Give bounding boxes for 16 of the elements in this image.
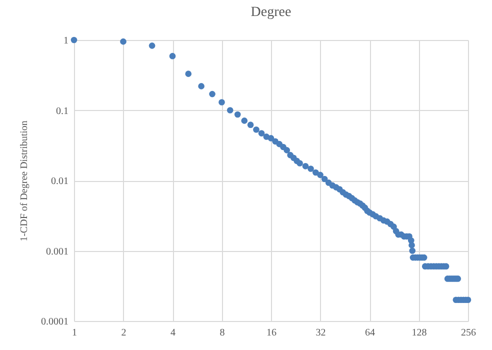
- y-tick-label: 0.001: [46, 246, 68, 258]
- x-tick-label: 128: [412, 328, 427, 338]
- y-tick-label: 1: [64, 36, 68, 46]
- x-tick-label: 32: [316, 328, 326, 338]
- x-tick-label: 4: [170, 328, 176, 338]
- x-tick-label: 16: [266, 328, 276, 338]
- x-tick-label: 256: [461, 328, 476, 338]
- y-tick-label: 0.01: [51, 176, 68, 187]
- y-axis-title: 1-CDF of Degree Distribution: [19, 120, 30, 242]
- x-tick-label: 64: [365, 328, 375, 338]
- chart-title: Degree: [250, 5, 292, 20]
- x-tick-label: 8: [220, 328, 225, 338]
- y-tick-label: 0.0001: [41, 316, 68, 328]
- x-tick-label: 2: [121, 328, 126, 338]
- x-tick-label: 1: [72, 328, 77, 338]
- y-tick-label: 0.1: [56, 106, 68, 117]
